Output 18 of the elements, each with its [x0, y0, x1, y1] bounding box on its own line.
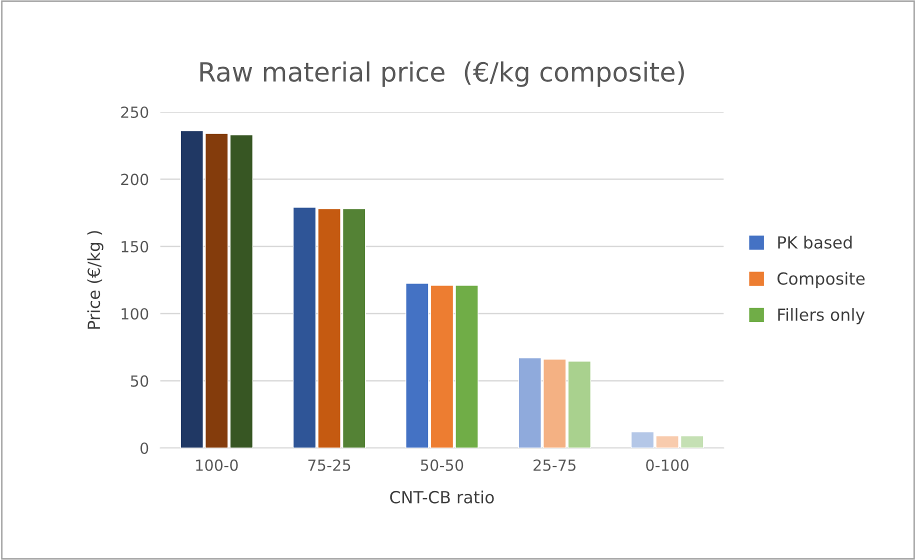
y-axis-title: Price (€/kg ) [87, 231, 104, 329]
x-tick-label: 100-0 [196, 459, 238, 471]
x-tick-label: 25-75 [534, 459, 576, 471]
y-tick-label: 150 [122, 240, 148, 252]
legend-label: Fillers only [778, 308, 865, 324]
x-tick-label: 75-25 [308, 459, 350, 471]
bar [230, 134, 254, 448]
y-tick-label: 200 [121, 174, 148, 186]
legend-label: PK based [778, 236, 852, 249]
y-tick-label: 100 [122, 308, 148, 320]
x-tick-label: 0-100 [646, 459, 688, 471]
x-tick-label: 50-50 [420, 459, 464, 471]
x-axis-title: CNT-CB ratio [390, 490, 494, 504]
y-tick-label: 0 [140, 442, 148, 454]
y-tick-label: 50 [130, 375, 148, 387]
chart-title: Raw material price (€/kg composite) [200, 61, 684, 87]
y-tick-label: 250 [121, 106, 148, 118]
legend-label: Composite [778, 272, 865, 288]
